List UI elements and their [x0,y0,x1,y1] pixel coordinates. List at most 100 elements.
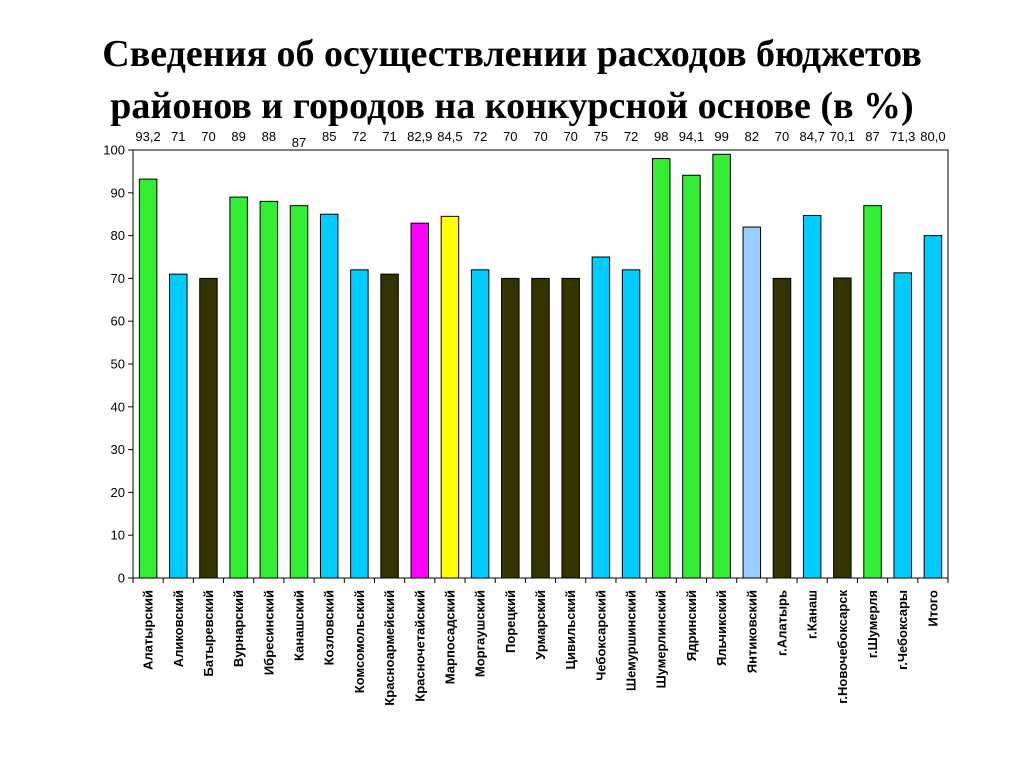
x-tick-label: Аликовский [171,590,186,667]
x-tick-label: Чебоксарский [593,590,608,681]
data-label: 70 [563,129,577,144]
bar [380,273,399,579]
x-tick-label: Янтиковский [744,590,759,673]
bar [863,205,882,579]
data-label: 71 [171,129,185,144]
x-tick-label: г.Чебоксары [895,590,910,670]
data-label: 85 [322,129,336,144]
bar [893,272,912,579]
data-label: 82,9 [407,129,432,144]
bars [132,153,949,583]
bar [682,174,701,579]
y-tick-label: 40 [111,399,125,414]
bar [621,269,641,579]
x-tick-label: г.Шумерля [865,590,880,658]
x-tick-label: Яльчикский [714,590,729,666]
data-label: 70 [775,129,789,144]
y-tick-label: 60 [111,314,125,329]
data-label: 70 [533,129,547,144]
data-label: 87 [865,129,879,144]
bar [501,277,520,579]
bar [531,277,550,579]
bar [350,269,369,579]
x-tick-label: Козловский [322,590,337,665]
data-label: 70 [503,129,517,144]
bar [410,222,430,579]
x-tick-label: Моргаушский [473,590,488,677]
x-tick-label: Ибресинский [261,590,276,675]
data-label: 94,1 [679,129,704,144]
data-label: 75 [594,129,608,144]
x-tick-label: Красночетайский [412,590,427,702]
data-label: 87 [292,135,306,150]
bar [561,277,580,579]
bar [169,273,188,579]
x-tick-label: Батыревский [201,590,216,677]
bar [742,226,762,579]
data-label: 71,3 [890,129,915,144]
x-tick-label: Цивильский [563,590,578,669]
bar [651,158,671,579]
x-tick-label: Порецкий [503,590,518,653]
x-tick-label: Итого [925,590,940,627]
x-tick-label: г.Новочебоксарск [835,590,850,704]
data-label: 70 [201,129,215,144]
data-label: 99 [714,129,728,144]
data-label: 72 [352,129,366,144]
bar [229,196,248,579]
data-label: 88 [262,129,276,144]
slide-title: Сведения об осуществлении расходов бюдже… [0,28,1024,132]
y-tick-label: 100 [103,143,125,158]
y-tick-label: 50 [111,357,125,372]
data-label: 72 [473,129,487,144]
slide-title-line-1: Сведения об осуществлении расходов бюдже… [102,33,922,75]
y-tick-label: 10 [111,528,125,543]
y-tick-label: 90 [111,185,125,200]
y-tick-label: 20 [111,485,125,500]
data-label: 98 [654,129,668,144]
data-label: 71 [382,129,396,144]
x-tick-label: Вурнарский [231,590,246,667]
data-label: 84,7 [800,129,825,144]
bar [712,153,731,579]
bar [802,214,822,579]
x-tick-label: Алатырский [141,590,156,670]
slide-title-line-2: районов и городов на конкурсной основе (… [110,85,914,127]
bar [833,277,852,579]
x-tick-label: Красноармейский [382,590,397,706]
y-tick-label: 70 [111,271,125,286]
y-tick-label: 30 [111,442,125,457]
bar [772,277,792,579]
y-tick-label: 0 [118,571,125,586]
bar [923,235,943,579]
bar [440,215,460,579]
bar [319,213,339,579]
x-tick-label: Ядринский [684,590,699,661]
bar [259,200,279,579]
bar [199,277,218,579]
data-label: 84,5 [437,129,462,144]
bar [591,256,611,579]
y-tick-label: 80 [111,228,125,243]
category-labels: Алатырский Аликовский Батыревский Вурнарски… [141,590,941,706]
value-labels: 93,2 71 70 89 88 87 85 72 71 82,9 84,5 72 70 70 70 75 72… [135,129,945,150]
x-tick-label: Урмарский [533,590,548,660]
data-label: 89 [231,129,245,144]
y-axis: 0 10 20 30 40 50 60 70 80 90 100 [103,143,133,586]
data-label: 72 [624,129,638,144]
bar [470,269,490,579]
x-tick-label: Шумерлинский [654,590,669,688]
x-tick-label: Канашский [292,590,307,661]
bar [289,205,309,579]
x-tick-label: Марпосадский [442,590,457,684]
x-tick-label: Комсомольский [352,590,367,693]
data-label: 80,0 [920,129,945,144]
data-label: 82 [745,129,759,144]
x-tick-label: г.Канаш [805,590,820,639]
data-label: 93,2 [135,129,160,144]
x-tick-label: Шемуршинский [624,590,639,691]
x-tick-label: г.Алатырь [774,590,789,656]
bar [138,178,158,579]
data-label: 70,1 [830,129,855,144]
